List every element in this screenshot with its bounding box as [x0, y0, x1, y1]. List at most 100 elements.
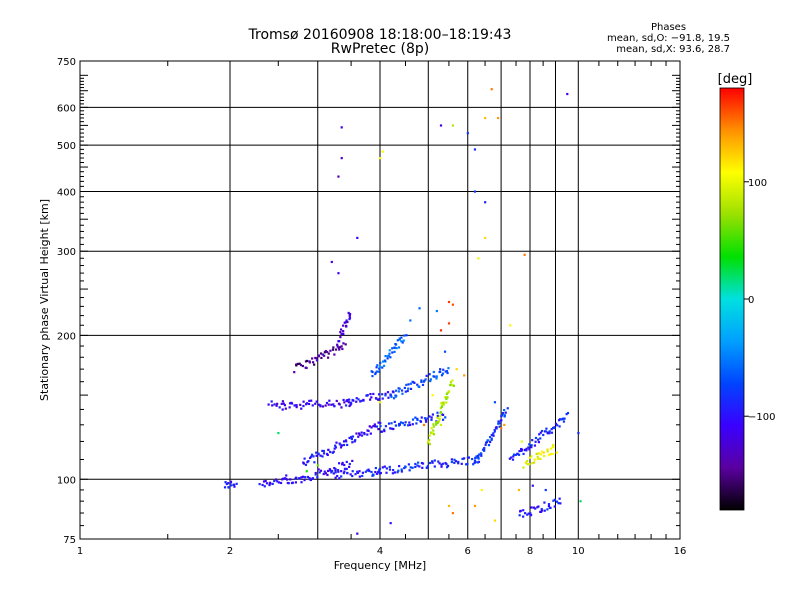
- echo-point: [227, 486, 230, 489]
- echo-point: [475, 456, 478, 459]
- echo-point: [506, 407, 509, 410]
- echo-point: [537, 441, 540, 444]
- echo-point: [337, 402, 341, 405]
- echo-point: [351, 435, 355, 438]
- echo-point: [347, 311, 350, 315]
- echo-point: [512, 455, 515, 458]
- echo-point: [435, 421, 438, 424]
- echo-point: [430, 431, 433, 435]
- echo-point: [484, 201, 487, 204]
- echo-point: [334, 471, 337, 474]
- echo-point: [309, 478, 313, 482]
- echo-point: [397, 346, 401, 349]
- echo-point: [377, 370, 380, 373]
- echo-point: [341, 347, 344, 351]
- echo-point: [444, 416, 447, 419]
- echo-point: [343, 401, 346, 404]
- echo-point: [337, 272, 340, 275]
- echo-point: [524, 461, 527, 464]
- echo-point: [442, 401, 445, 404]
- echo-point: [426, 417, 429, 420]
- echo-point: [445, 463, 448, 466]
- echo-point: [407, 424, 410, 427]
- echo-point: [352, 399, 355, 402]
- echo-point: [299, 363, 303, 367]
- echo-point: [439, 124, 443, 127]
- echo-point: [317, 452, 320, 455]
- echo-point: [421, 462, 425, 465]
- echo-point: [342, 332, 345, 336]
- echo-point: [455, 368, 458, 371]
- echo-point: [514, 453, 517, 457]
- echo-point: [264, 479, 267, 483]
- echo-point: [393, 350, 396, 353]
- echo-point: [411, 423, 414, 426]
- echo-point: [282, 402, 285, 405]
- echo-point: [492, 432, 495, 435]
- echo-point: [375, 397, 378, 400]
- echo-point: [371, 370, 374, 374]
- echo-point: [439, 407, 442, 410]
- echo-point: [289, 478, 292, 481]
- echo-point: [453, 461, 456, 464]
- echo-point: [294, 481, 297, 484]
- echo-point: [389, 522, 392, 525]
- echo-point: [483, 446, 486, 450]
- echo-point: [263, 485, 266, 488]
- echo-point: [416, 464, 419, 467]
- echo-point: [423, 417, 427, 420]
- echo-point: [383, 465, 386, 468]
- echo-point: [332, 450, 335, 453]
- echo-point: [530, 514, 533, 517]
- echo-point: [444, 370, 447, 373]
- echo-point: [543, 509, 546, 512]
- echo-point: [520, 449, 523, 452]
- echo-point: [285, 478, 289, 481]
- echo-point: [464, 463, 468, 466]
- echo-point: [313, 363, 316, 366]
- echo-point: [552, 443, 555, 447]
- echo-point: [504, 411, 507, 414]
- echo-point: [359, 400, 362, 403]
- echo-point: [326, 473, 329, 477]
- echo-point: [377, 470, 380, 474]
- echo-point: [560, 418, 563, 421]
- echo-point: [446, 466, 449, 469]
- echo-point: [348, 465, 351, 469]
- echo-point: [530, 444, 533, 447]
- echo-point: [285, 474, 288, 477]
- y-tick-label: 300: [57, 247, 76, 258]
- echo-point: [368, 425, 371, 428]
- echo-point: [404, 421, 407, 424]
- y-tick-label: 750: [57, 57, 76, 68]
- echo-point: [409, 387, 413, 391]
- echo-point: [339, 346, 342, 349]
- echo-point: [394, 343, 397, 346]
- echo-point: [558, 497, 561, 500]
- echo-point: [366, 394, 369, 397]
- echo-point: [436, 411, 439, 414]
- echo-point: [312, 455, 315, 458]
- echo-point: [327, 403, 330, 406]
- echo-point: [295, 476, 298, 479]
- echo-point: [408, 469, 411, 472]
- echo-point: [324, 349, 327, 353]
- echo-point: [349, 401, 352, 404]
- echo-point: [442, 403, 445, 406]
- echo-point: [298, 477, 301, 480]
- echo-point: [344, 321, 347, 324]
- echo-point: [548, 432, 551, 435]
- echo-point: [367, 468, 370, 471]
- echo-point: [386, 357, 389, 360]
- echo-point: [327, 448, 330, 452]
- echo-point: [424, 378, 427, 381]
- echo-point: [390, 395, 393, 398]
- echo-point: [392, 427, 395, 431]
- echo-point: [477, 456, 480, 459]
- echo-point: [323, 351, 326, 354]
- echo-point: [342, 443, 346, 447]
- echo-point: [268, 483, 271, 487]
- echo-point: [339, 443, 342, 446]
- echo-point: [539, 510, 543, 513]
- echo-point: [400, 340, 403, 343]
